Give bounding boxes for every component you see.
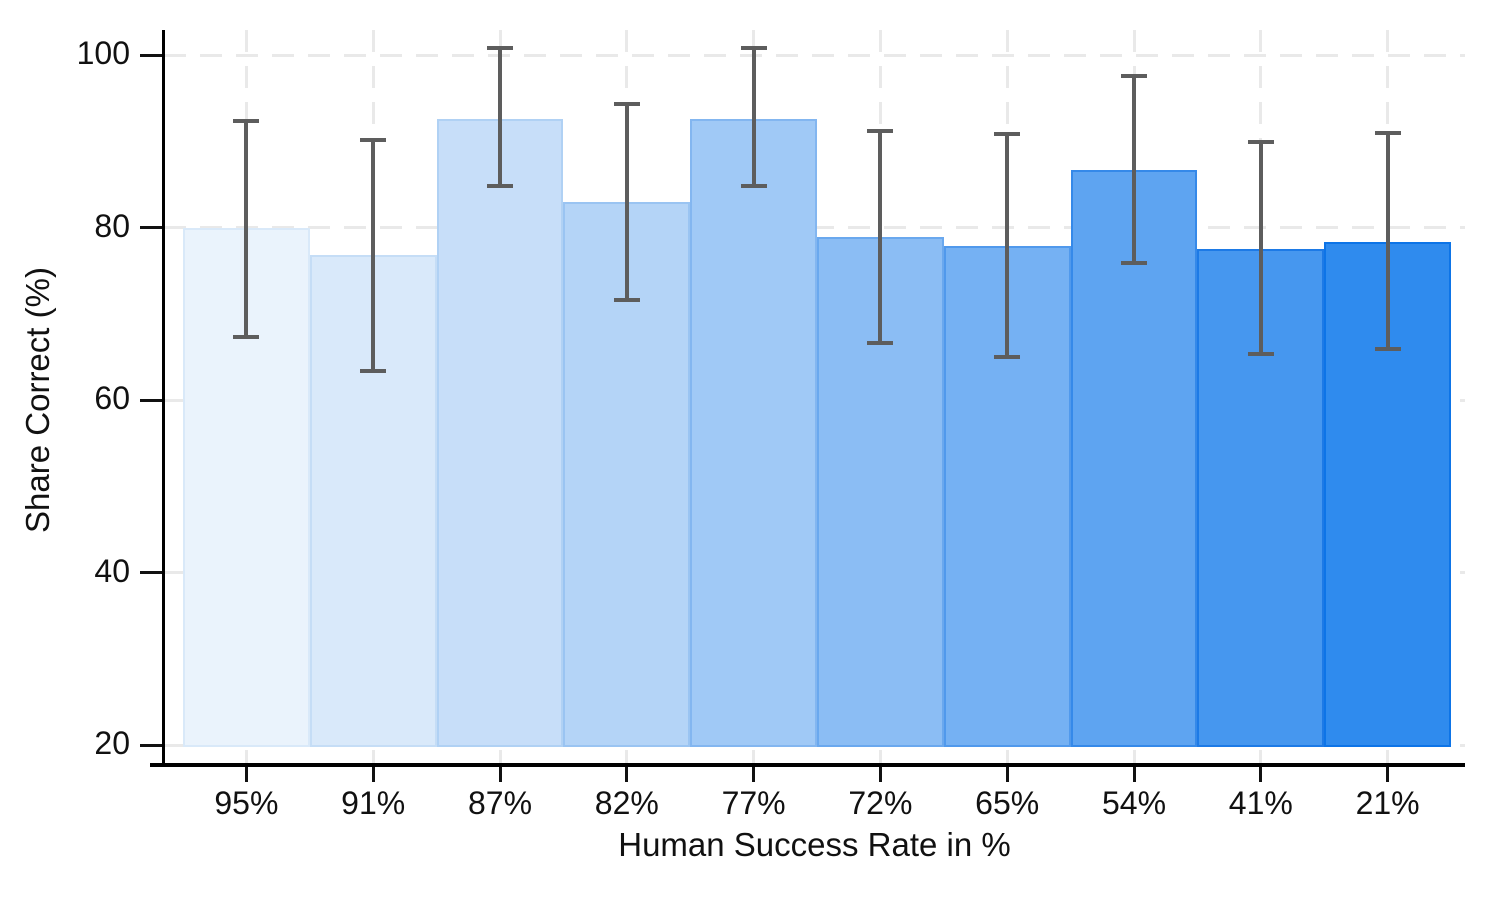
error-bar-cap-top (1121, 73, 1147, 78)
x-tick (1386, 767, 1390, 782)
bar (690, 118, 817, 747)
y-axis-title: Share Correct (%) (16, 200, 60, 600)
error-bar-cap-top (1247, 140, 1274, 145)
error-bar-line (751, 48, 756, 187)
error-bar-line (1132, 75, 1136, 263)
x-tick-label: 82% (594, 785, 659, 821)
error-bar-line (878, 130, 883, 344)
x-tick (752, 767, 756, 782)
error-bar-cap-bottom (867, 341, 894, 346)
x-tick (625, 767, 629, 782)
y-tick-label: 80 (94, 207, 130, 244)
error-bar-cap-bottom (487, 184, 513, 189)
x-tick-label: 77% (721, 785, 786, 821)
y-axis-title-text: Share Correct (%) (19, 267, 56, 533)
y-tick (140, 53, 162, 57)
error-bar-cap-top (487, 46, 513, 51)
x-tick-label: 21% (1355, 785, 1420, 821)
y-tick-label: 40 (94, 552, 130, 589)
y-axis-spine (162, 30, 165, 767)
error-bar-line (624, 104, 629, 300)
y-tick (140, 398, 162, 402)
x-tick-label: 87% (467, 785, 533, 821)
error-bar-line (1258, 142, 1263, 355)
error-bar-cap-top (867, 128, 894, 133)
x-axis-title: Human Success Rate in % (164, 826, 1465, 864)
x-tick (498, 767, 502, 782)
error-bar-cap-top (360, 137, 387, 142)
x-tick (244, 767, 248, 782)
x-tick-label: 95% (214, 785, 279, 821)
y-tick (140, 743, 162, 747)
error-bar-cap-top (994, 132, 1021, 137)
x-tick (878, 767, 882, 782)
error-bar-line (498, 48, 502, 187)
error-bar-cap-bottom (233, 335, 260, 340)
error-bar-line (1385, 133, 1390, 350)
error-bar-cap-bottom (360, 368, 387, 373)
x-tick (1005, 767, 1009, 782)
error-bar-cap-top (740, 46, 767, 51)
x-tick-label: 54% (1101, 785, 1167, 821)
bar (1070, 169, 1198, 747)
x-tick (1132, 767, 1136, 782)
bar (436, 118, 564, 747)
error-bar-cap-bottom (1247, 352, 1274, 357)
error-bar-line (371, 139, 376, 371)
y-tick-label: 60 (94, 380, 130, 416)
x-tick-label: 65% (975, 785, 1040, 821)
x-tick (1259, 767, 1263, 782)
error-bar-cap-bottom (613, 297, 640, 302)
y-tick (140, 571, 162, 574)
error-bar-line (244, 120, 249, 338)
error-bar-cap-bottom (1121, 260, 1147, 265)
x-axis-spine (150, 763, 1465, 767)
bar (817, 236, 944, 747)
x-tick (371, 767, 375, 782)
x-tick-label: 41% (1228, 785, 1293, 821)
error-bar-cap-top (613, 102, 640, 107)
error-bar-cap-bottom (740, 184, 767, 189)
x-tick-label: 72% (848, 785, 913, 821)
error-bar-line (1005, 134, 1010, 357)
y-tick (140, 226, 162, 229)
error-bar-cap-top (233, 118, 260, 123)
error-bar-cap-bottom (1374, 347, 1401, 352)
x-tick-label: 91% (341, 785, 406, 821)
y-tick-label: 20 (94, 725, 130, 761)
error-bar-cap-bottom (994, 354, 1021, 359)
error-bar-cap-top (1374, 131, 1401, 136)
bar (563, 201, 691, 747)
y-tick-label: 100 (76, 35, 130, 71)
gridline-h (164, 53, 1465, 57)
x-axis-title-text: Human Success Rate in % (618, 826, 1011, 863)
